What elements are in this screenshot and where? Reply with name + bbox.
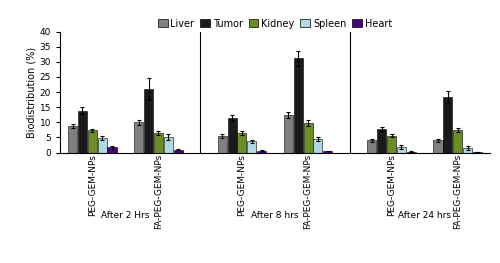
Bar <box>314 139 322 153</box>
Bar <box>324 151 332 153</box>
Bar <box>248 141 256 153</box>
Bar <box>257 151 266 153</box>
Text: After 2 Hrs: After 2 Hrs <box>101 211 150 220</box>
Bar <box>68 126 77 153</box>
Legend: Liver, Tumor, Kidney, Spleen, Heart: Liver, Tumor, Kidney, Spleen, Heart <box>154 15 396 32</box>
Bar <box>294 58 302 153</box>
Text: After 8 hrs: After 8 hrs <box>252 211 299 220</box>
Bar <box>218 136 226 153</box>
Text: After 24 hrs: After 24 hrs <box>398 211 451 220</box>
Bar <box>463 148 472 153</box>
Bar <box>108 147 116 153</box>
Bar <box>444 97 452 153</box>
Bar <box>453 130 462 153</box>
Bar <box>473 152 482 153</box>
Bar <box>284 115 293 153</box>
Bar <box>368 140 376 153</box>
Bar <box>144 89 153 153</box>
Bar <box>98 138 106 153</box>
Bar <box>238 133 246 153</box>
Bar <box>397 147 406 153</box>
Bar <box>78 111 87 153</box>
Y-axis label: Biodistribution (%): Biodistribution (%) <box>26 47 36 138</box>
Bar <box>304 123 312 153</box>
Bar <box>134 122 143 153</box>
Bar <box>154 133 163 153</box>
Bar <box>434 140 442 153</box>
Bar <box>164 137 173 153</box>
Bar <box>387 136 396 153</box>
Bar <box>88 130 97 153</box>
Bar <box>407 152 416 153</box>
Bar <box>228 118 236 153</box>
Bar <box>174 150 182 153</box>
Bar <box>377 129 386 153</box>
